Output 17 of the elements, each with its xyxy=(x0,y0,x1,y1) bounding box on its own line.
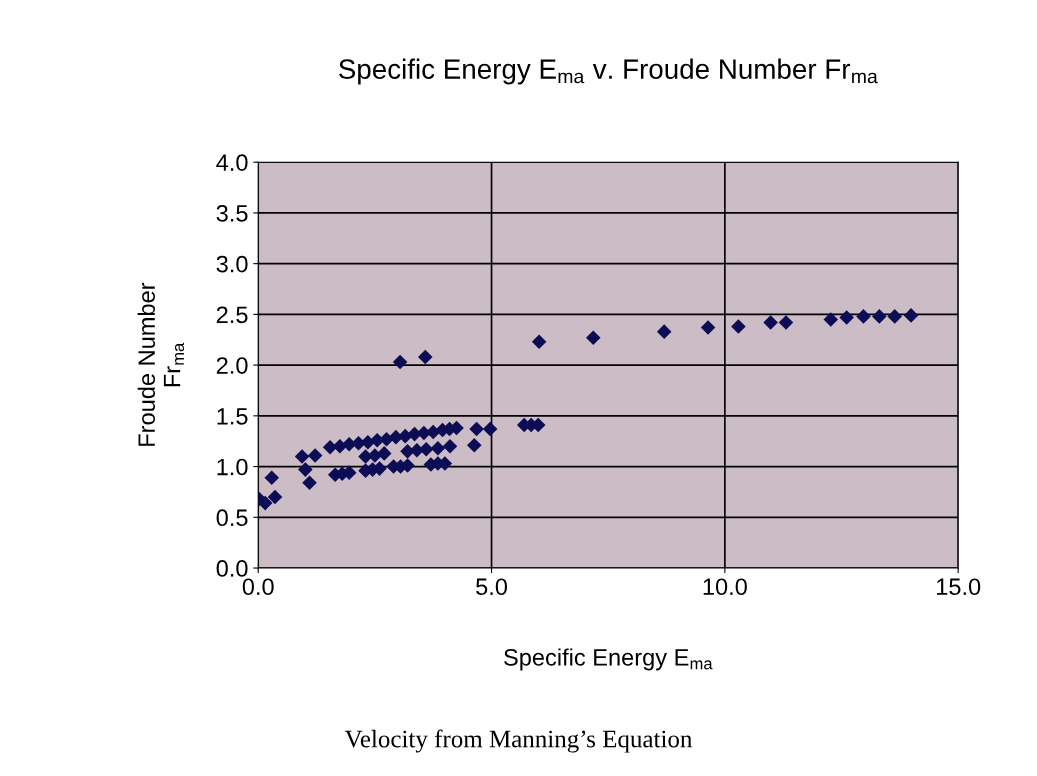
chart-title: Specific Energy E$_{ma}$ v. Froude Number Fr$_{ma}$ xyxy=(339,58,878,85)
text: Velocity from Manning’s Equation xyxy=(344,729,693,753)
x-tick-label: 5.0 xyxy=(476,578,508,596)
y-tick-label: 1.5 xyxy=(217,408,248,425)
y-tick-label: 0.5 xyxy=(216,509,248,527)
x-tick-label: 10.0 xyxy=(703,578,747,596)
y-tick-label: 0.0 xyxy=(216,560,248,577)
y-tick-label: 1.0 xyxy=(217,458,248,476)
y-tick-label: 2.0 xyxy=(216,357,248,374)
y-axis-title: Froude Number Fr$_{ma}$ xyxy=(137,282,185,446)
x-axis-title: Specific Energy E$_{ma}$ xyxy=(504,648,713,671)
y-tick-label: 3.0 xyxy=(216,255,248,273)
y-tick-label: 2.5 xyxy=(216,306,248,324)
x-tick-label: 15.0 xyxy=(937,578,981,596)
y-tick-label: 3.5 xyxy=(216,204,248,222)
x-tick-label: 0.0 xyxy=(242,578,274,596)
y-tick-label: 4.0 xyxy=(216,154,248,171)
